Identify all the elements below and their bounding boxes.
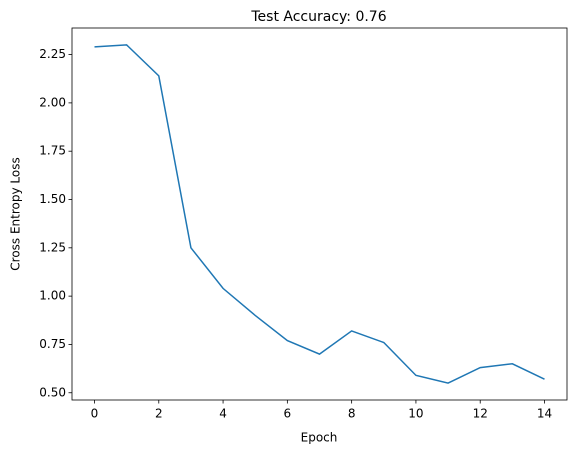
y-axis-label: Cross Entropy Loss <box>9 157 23 270</box>
y-tick-label: 1.75 <box>39 144 66 158</box>
y-tick-label: 1.00 <box>39 289 66 303</box>
x-tick-label: 10 <box>408 407 423 421</box>
y-tick-label: 1.25 <box>39 240 66 254</box>
x-tick-label: 0 <box>91 407 99 421</box>
y-tick-label: 0.50 <box>39 385 66 399</box>
y-tick-label: 2.25 <box>39 47 66 61</box>
y-tick-label: 0.75 <box>39 337 66 351</box>
x-tick-label: 2 <box>155 407 163 421</box>
chart-title: Test Accuracy: 0.76 <box>250 9 386 25</box>
x-tick-label: 4 <box>219 407 227 421</box>
data-line <box>94 44 545 384</box>
x-tick-label: 14 <box>537 407 552 421</box>
axes-frame <box>71 27 568 401</box>
x-tick-label: 12 <box>473 407 488 421</box>
y-tick-label: 1.50 <box>39 192 66 206</box>
y-tick-label: 2.00 <box>39 95 66 109</box>
x-tick-label: 8 <box>348 407 356 421</box>
x-axis-label: Epoch <box>301 431 338 445</box>
x-tick-label: 6 <box>284 407 292 421</box>
